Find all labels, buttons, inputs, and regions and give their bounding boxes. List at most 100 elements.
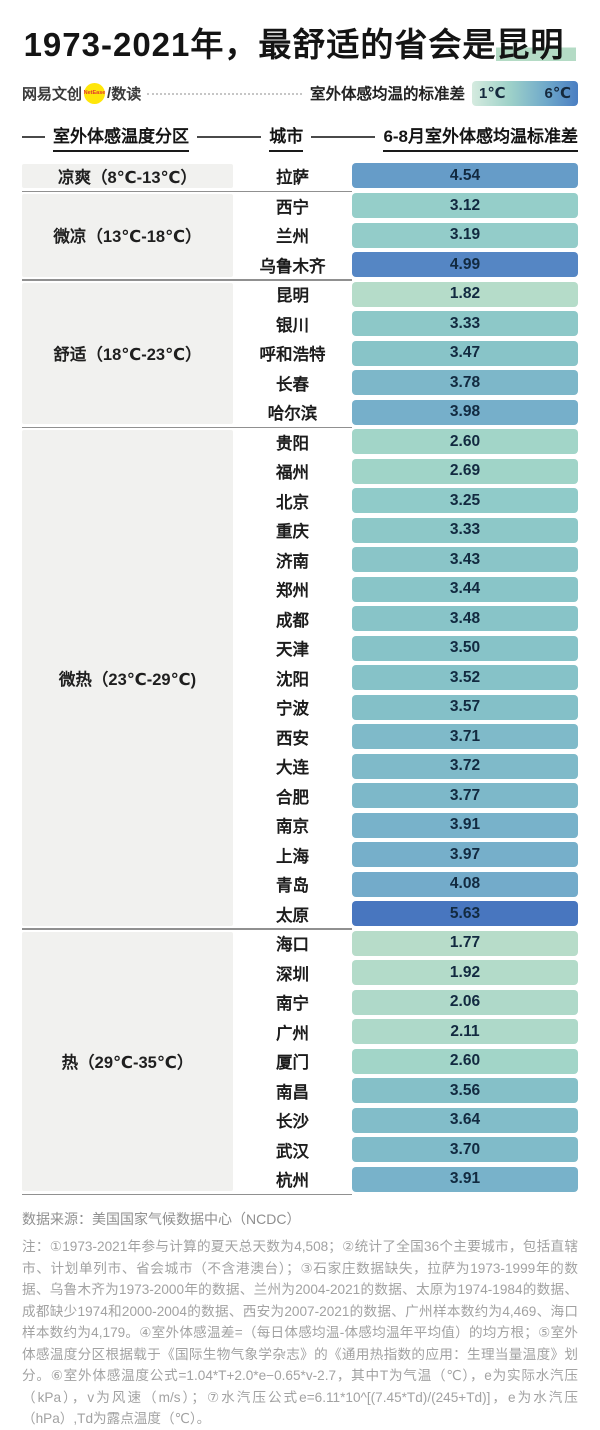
column-headers: 室外体感温度分区 城市 6-8月室外体感均温标准差 [22, 122, 579, 152]
value-bar: 3.64 [352, 1107, 578, 1133]
city-label: 昆明 [276, 287, 309, 306]
table-row: 南宁 2.06 [233, 988, 578, 1018]
title-text: 1973-2021年，最舒适的省会是 [23, 26, 497, 63]
city-label: 合肥 [276, 788, 309, 807]
city-label: 海口 [276, 936, 309, 955]
value-bar: 3.71 [352, 724, 578, 750]
header-dash-mid2 [311, 136, 376, 138]
table-row: 宁波 3.57 [233, 693, 578, 723]
column-header-value: 6-8月室外体感均温标准差 [383, 122, 579, 152]
city-label: 银川 [276, 316, 309, 335]
city-label: 青岛 [276, 877, 309, 896]
table-row: 成都 3.48 [233, 604, 578, 634]
city-label: 重庆 [276, 523, 309, 542]
value-bar: 3.78 [352, 370, 578, 396]
table-row: 重庆 3.33 [233, 516, 578, 546]
zone-city-list: 贵阳 2.60 福州 2.69 北京 3.25 重庆 3.33 济南 3.43 郑州 3.44 成都 3.… [233, 427, 578, 929]
dotted-divider [147, 91, 302, 95]
table-row: 西安 3.71 [233, 722, 578, 752]
table-row: 深圳 1.92 [233, 958, 578, 988]
city-label: 深圳 [276, 965, 309, 984]
zone-group: 舒适（18℃-23℃） 昆明 1.82 银川 3.33 呼和浩特 3.47 长春 3.78 哈尔滨… [22, 280, 578, 428]
header-dash-mid1 [197, 136, 262, 138]
value-bar: 3.98 [352, 399, 578, 425]
city-label: 西宁 [276, 198, 309, 217]
city-label: 福州 [276, 464, 309, 483]
table-row: 兰州 3.19 [233, 221, 578, 251]
value-bar: 2.60 [352, 1048, 578, 1074]
value-bar: 3.12 [352, 193, 578, 219]
value-bar: 3.43 [352, 547, 578, 573]
table-row: 南京 3.91 [233, 811, 578, 841]
publisher-logo: 网易文创 NetEase / 数读 [22, 82, 141, 104]
value-bar: 3.57 [352, 694, 578, 720]
zone-group: 微凉（13℃-18℃） 西宁 3.12 兰州 3.19 乌鲁木齐 4.99 [22, 191, 578, 280]
value-bar: 1.92 [352, 960, 578, 986]
value-bar: 3.70 [352, 1137, 578, 1163]
table-row: 海口 1.77 [233, 929, 578, 959]
value-bar: 3.91 [352, 1166, 578, 1192]
city-label: 哈尔滨 [267, 405, 318, 424]
table-row: 哈尔滨 3.98 [233, 398, 578, 428]
header-dash-left [22, 136, 45, 138]
city-label: 武汉 [276, 1142, 309, 1161]
table-row: 杭州 3.91 [233, 1165, 578, 1195]
city-label: 长沙 [276, 1113, 309, 1132]
zone-group: 微热（23℃-29℃) 贵阳 2.60 福州 2.69 北京 3.25 重庆 3.33 济南 3.4… [22, 427, 578, 929]
zone-city-list: 海口 1.77 深圳 1.92 南宁 2.06 广州 2.11 厦门 2.60 南昌 3.56 长沙 3.… [233, 929, 578, 1195]
table-row: 上海 3.97 [233, 840, 578, 870]
city-label: 南宁 [276, 995, 309, 1014]
brand-divider: / [107, 84, 112, 102]
city-label: 广州 [276, 1024, 309, 1043]
city-label: 郑州 [276, 582, 309, 601]
table-row: 长沙 3.64 [233, 1106, 578, 1136]
value-bar: 3.25 [352, 488, 578, 514]
city-label: 北京 [276, 493, 309, 512]
legend-max-label: 6℃ [544, 85, 571, 102]
table-row: 呼和浩特 3.47 [233, 339, 578, 369]
table-row: 长春 3.78 [233, 368, 578, 398]
city-label: 兰州 [276, 228, 309, 247]
value-bar: 2.11 [352, 1019, 578, 1045]
value-bar: 1.77 [352, 930, 578, 956]
city-label: 乌鲁木齐 [259, 257, 326, 276]
netease-badge-icon: NetEase [84, 82, 105, 104]
table-row: 贵阳 2.60 [233, 427, 578, 457]
value-bar: 3.72 [352, 753, 578, 779]
city-label: 贵阳 [276, 434, 309, 453]
table-row: 大连 3.72 [233, 752, 578, 782]
value-bar: 5.63 [352, 901, 578, 927]
value-bar: 4.54 [352, 163, 578, 189]
zone-cell: 微凉（13℃-18℃） [22, 194, 233, 277]
footnote: 注：①1973-2021年参与计算的夏天总天数为4,508；②统计了全国36个主… [22, 1239, 578, 1426]
city-label: 杭州 [276, 1172, 309, 1191]
table-row: 广州 2.11 [233, 1017, 578, 1047]
value-bar: 3.50 [352, 635, 578, 661]
city-label: 拉萨 [276, 168, 309, 187]
city-label: 宁波 [276, 700, 309, 719]
table-row: 厦门 2.60 [233, 1047, 578, 1077]
brand-name: 网易文创 [22, 85, 83, 103]
city-label: 南京 [276, 818, 309, 837]
value-bar: 3.47 [352, 340, 578, 366]
table-row: 南昌 3.56 [233, 1076, 578, 1106]
value-bar: 3.48 [352, 606, 578, 632]
brand-and-legend-row: 网易文创 NetEase / 数读 室外体感均温的标准差 1℃ 6℃ [22, 79, 578, 107]
zone-city-list: 昆明 1.82 银川 3.33 呼和浩特 3.47 长春 3.78 哈尔滨 3.98 [233, 280, 578, 428]
value-bar: 4.08 [352, 871, 578, 897]
zone-cell: 凉爽（8℃-13℃） [22, 164, 233, 188]
table-row: 北京 3.25 [233, 486, 578, 516]
table-row: 西宁 3.12 [233, 191, 578, 221]
value-bar: 3.33 [352, 517, 578, 543]
zone-cell: 热（29℃-35℃） [22, 931, 233, 1191]
table-row: 乌鲁木齐 4.99 [233, 250, 578, 280]
city-label: 济南 [276, 552, 309, 571]
table-row: 青岛 4.08 [233, 870, 578, 900]
table-row: 昆明 1.82 [233, 280, 578, 310]
value-bar: 3.91 [352, 812, 578, 838]
zone-cell: 舒适（18℃-23℃） [22, 282, 233, 424]
table-row: 郑州 3.44 [233, 575, 578, 605]
city-label: 上海 [276, 847, 309, 866]
column-header-city: 城市 [269, 122, 304, 152]
